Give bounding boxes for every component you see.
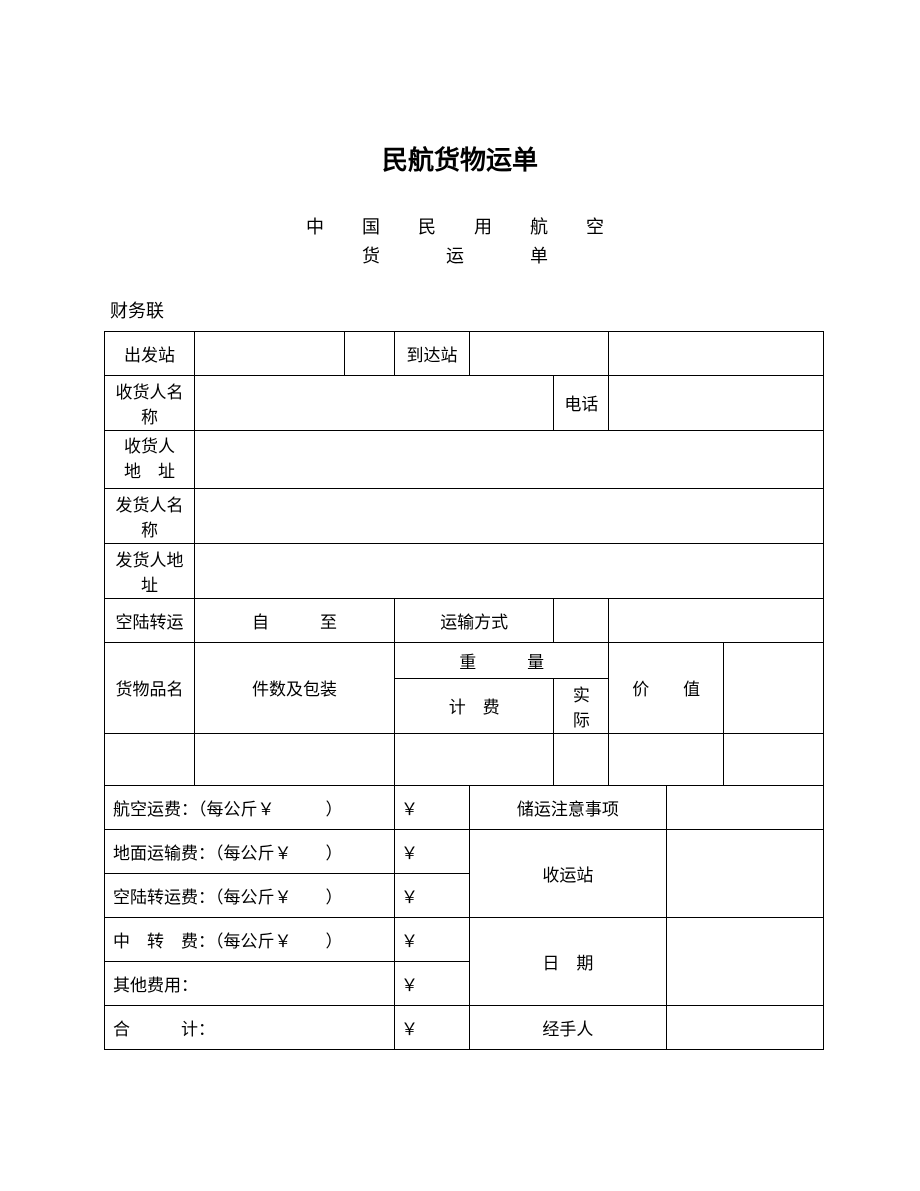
field-shipper-addr — [195, 543, 824, 598]
label-consignee-name: 收货人名称 — [105, 375, 195, 430]
field-notice — [666, 785, 823, 829]
row-consignee-name: 收货人名称 电话 — [105, 375, 824, 430]
field-blank2 — [609, 331, 824, 375]
row-goods-data — [105, 733, 824, 785]
subtitle-line1: 中 国 民 用 航 空 — [306, 217, 614, 237]
label-consignee-addr-l1: 收货人 — [124, 437, 175, 456]
row-shipper-name: 发货人名称 — [105, 488, 824, 543]
row-air-fee: 航空运费：（每公斤￥ ） ￥ 储运注意事项 — [105, 785, 824, 829]
label-phone: 电话 — [554, 375, 609, 430]
yen-ground: ￥ — [395, 829, 470, 873]
label-consignee-addr-l2: 地 址 — [124, 462, 175, 481]
yen-transit: ￥ — [395, 917, 470, 961]
cell-value2 — [724, 733, 824, 785]
label-ground-fee: 地面运输费：（每公斤￥ ） — [105, 829, 395, 873]
row-goods-header: 货物品名 件数及包装 重 量 价 值 — [105, 642, 824, 678]
row-transfer-mode: 空陆转运 自 至 运输方式 — [105, 598, 824, 642]
label-transport-mode: 运输方式 — [395, 598, 554, 642]
field-depart — [195, 331, 345, 375]
yen-transfer: ￥ — [395, 873, 470, 917]
field-date — [666, 917, 823, 1005]
row-consignee-addr: 收货人 地 址 — [105, 430, 824, 488]
field-from-to: 自 至 — [195, 598, 395, 642]
document-title: 民航货物运单 — [100, 140, 820, 177]
label-charge: 计 费 — [395, 678, 554, 733]
copy-label: 财务联 — [110, 297, 820, 323]
label-other-fee: 其他费用： — [105, 961, 395, 1005]
row-total: 合 计： ￥ 经手人 — [105, 1005, 824, 1049]
label-weight: 重 量 — [395, 642, 609, 678]
field-value-blank — [724, 642, 824, 733]
subtitle-line2: 货 运 单 — [362, 246, 558, 266]
label-value: 价 值 — [609, 642, 724, 733]
field-transport-mode1 — [554, 598, 609, 642]
label-depart: 出发站 — [105, 331, 195, 375]
label-air-fee: 航空运费：（每公斤￥ ） — [105, 785, 395, 829]
subtitle: 中 国 民 用 航 空 货 运 单 — [100, 213, 820, 271]
cell-goods-name — [105, 733, 195, 785]
label-handler: 经手人 — [470, 1005, 667, 1049]
field-consignee-name — [195, 375, 554, 430]
field-arrive — [470, 331, 609, 375]
label-transfer-fee: 空陆转运费：（每公斤￥ ） — [105, 873, 395, 917]
field-blank1 — [345, 331, 395, 375]
label-air-land: 空陆转运 — [105, 598, 195, 642]
label-actual: 实 际 — [554, 678, 609, 733]
row-shipper-addr: 发货人地址 — [105, 543, 824, 598]
field-handler — [666, 1005, 823, 1049]
field-transport-mode2 — [609, 598, 824, 642]
yen-air: ￥ — [395, 785, 470, 829]
row-transit-fee: 中 转 费：（每公斤￥ ） ￥ 日 期 — [105, 917, 824, 961]
label-total: 合 计： — [105, 1005, 395, 1049]
label-date: 日 期 — [470, 917, 667, 1005]
cell-qty-pack — [195, 733, 395, 785]
label-transit-fee: 中 转 费：（每公斤￥ ） — [105, 917, 395, 961]
field-shipper-name — [195, 488, 824, 543]
label-goods-name: 货物品名 — [105, 642, 195, 733]
label-qty-pack: 件数及包装 — [195, 642, 395, 733]
field-recv-station — [666, 829, 823, 917]
field-phone — [609, 375, 824, 430]
yen-total: ￥ — [395, 1005, 470, 1049]
label-arrive: 到达站 — [395, 331, 470, 375]
waybill-table: 出发站 到达站 收货人名称 电话 收货人 地 址 发货人名称 发货人地址 空陆转… — [104, 331, 824, 1050]
row-stations: 出发站 到达站 — [105, 331, 824, 375]
yen-other: ￥ — [395, 961, 470, 1005]
cell-charge — [395, 733, 554, 785]
label-consignee-addr: 收货人 地 址 — [105, 430, 195, 488]
cell-value1 — [609, 733, 724, 785]
label-notice: 储运注意事项 — [470, 785, 667, 829]
label-shipper-name: 发货人名称 — [105, 488, 195, 543]
field-consignee-addr — [195, 430, 824, 488]
cell-actual — [554, 733, 609, 785]
label-shipper-addr: 发货人地址 — [105, 543, 195, 598]
label-recv-station: 收运站 — [470, 829, 667, 917]
row-ground-fee: 地面运输费：（每公斤￥ ） ￥ 收运站 — [105, 829, 824, 873]
